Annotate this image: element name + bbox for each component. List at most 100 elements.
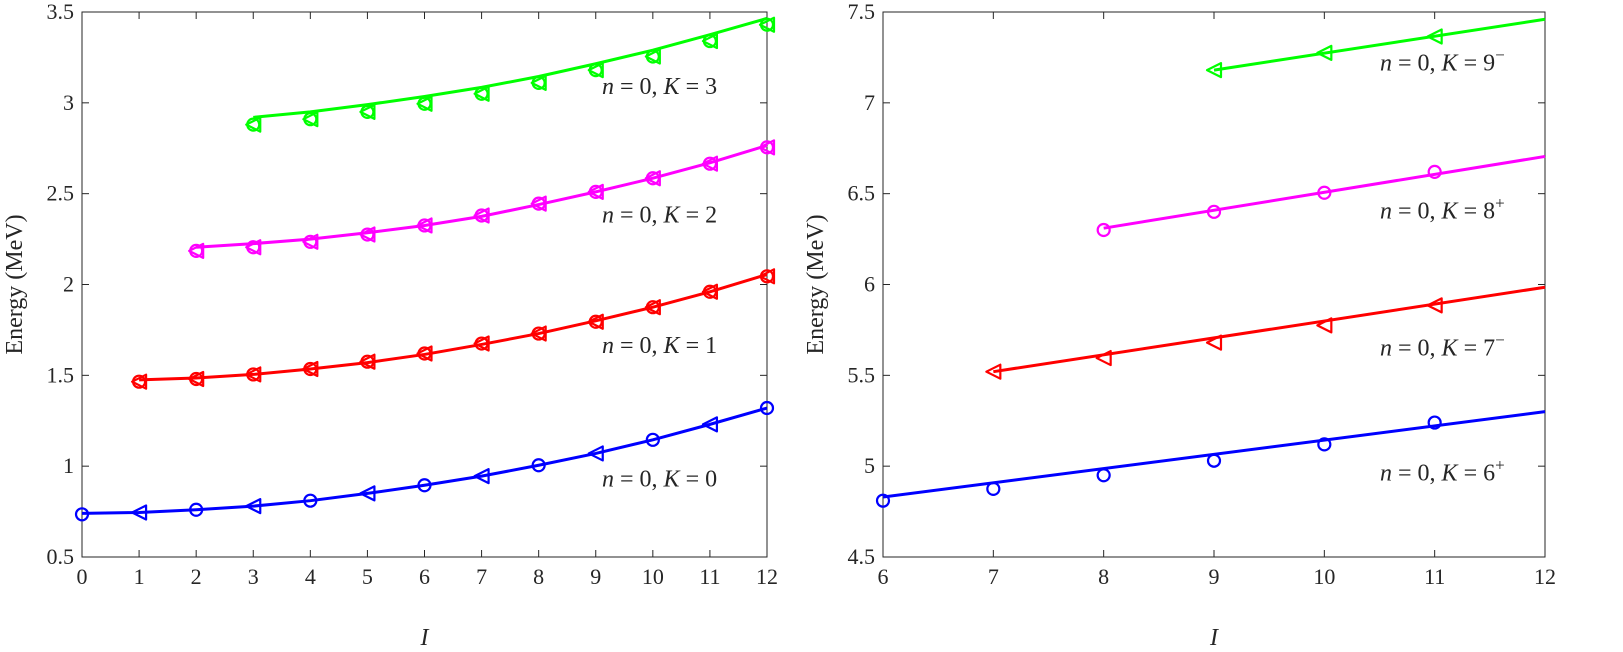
data-point-circle xyxy=(1206,204,1222,219)
y-tick-label: 7 xyxy=(864,90,875,115)
label-n_val: 0 xyxy=(1418,51,1430,77)
label-eq: = xyxy=(1464,198,1478,224)
y-tick-label: 2.5 xyxy=(47,181,75,206)
label-k_val: 1 xyxy=(705,333,717,359)
data-point-triangle xyxy=(1316,317,1333,334)
label-k_val: 3 xyxy=(705,74,717,100)
theory-line xyxy=(253,16,768,119)
x-tick-label: 8 xyxy=(533,564,544,589)
label-n: n xyxy=(1380,51,1392,77)
data-point-triangle xyxy=(587,62,604,79)
series-1: n = 0, K = 7− xyxy=(985,285,1546,380)
data-point-triangle xyxy=(188,242,205,259)
x-tick-label: 10 xyxy=(642,564,664,589)
data-point-triangle xyxy=(302,233,319,250)
label-n: n xyxy=(1380,460,1392,486)
series-3: n = 0, K = 3 xyxy=(245,16,776,133)
theory-line xyxy=(1103,154,1546,230)
label-eq: = xyxy=(1398,51,1412,77)
right-panel: 6 7 8 9 10 11 12 4.5 5 5.5 6 6.5 7 7.5 I Energy (MeV) n … xyxy=(803,0,1556,651)
x-tick-label: 4 xyxy=(305,564,316,589)
data-point-triangle xyxy=(644,299,661,316)
label-eq: = xyxy=(686,467,700,493)
theory-line xyxy=(993,285,1546,374)
x-tick-label: 2 xyxy=(191,564,202,589)
x-axis-label: I xyxy=(420,625,430,651)
data-point-triangle xyxy=(1426,297,1443,314)
data-point-circle xyxy=(1096,222,1111,238)
y-tick-label: 4.5 xyxy=(848,544,876,569)
label-eq: = xyxy=(1398,460,1412,486)
series-0: n = 0, K = 6+ xyxy=(875,410,1546,508)
data-point-circle xyxy=(1317,185,1332,200)
label-n_val: 0 xyxy=(640,467,652,493)
x-tick-label: 9 xyxy=(590,564,601,589)
label-k: K xyxy=(663,467,682,493)
data-point-triangle xyxy=(1205,334,1223,351)
theory-line xyxy=(139,273,768,382)
y-tick-label: 0.5 xyxy=(47,544,75,569)
data-point-triangle xyxy=(985,363,1002,380)
x-tick-label: 7 xyxy=(476,564,487,589)
series-label: n = 0, K = 6+ xyxy=(1380,455,1505,486)
data-point-triangle xyxy=(644,48,661,65)
series-label: n = 0, K = 1 xyxy=(602,333,717,359)
series-label: n = 0, K = 8+ xyxy=(1380,193,1505,224)
data-point-triangle xyxy=(130,504,148,521)
data-point-circle xyxy=(1317,437,1332,452)
label-n: n xyxy=(1380,198,1392,224)
data-point-triangle xyxy=(302,111,319,128)
y-tick-label: 5 xyxy=(864,453,875,478)
data-point-triangle xyxy=(359,103,376,121)
data-point-triangle xyxy=(473,335,490,352)
data-point-circle xyxy=(1206,453,1222,468)
series-2: n = 0, K = 2 xyxy=(188,139,776,259)
label-eq: = xyxy=(620,467,634,493)
data-point-circle xyxy=(1096,468,1111,483)
label-k: K xyxy=(1441,335,1460,361)
data-point-triangle xyxy=(359,353,376,370)
data-point-triangle xyxy=(587,445,604,462)
data-point-triangle xyxy=(758,268,776,285)
y-axis-label: Energy (MeV) xyxy=(803,214,829,354)
theory-line xyxy=(81,406,768,515)
series-2: n = 0, K = 8+ xyxy=(1096,154,1546,238)
label-eq: = xyxy=(620,202,634,228)
data-point-triangle xyxy=(530,74,547,91)
label-eq: = xyxy=(620,74,634,100)
label-n_val: 0 xyxy=(1418,198,1430,224)
label-k: K xyxy=(1441,51,1460,77)
data-point-triangle xyxy=(245,239,262,256)
label-sep: , xyxy=(1430,198,1442,224)
x-tick-label: 10 xyxy=(1313,564,1335,589)
data-point-triangle xyxy=(644,170,661,187)
data-point-circle xyxy=(875,493,891,508)
label-superscript: + xyxy=(1495,193,1505,212)
y-tick-label: 6.5 xyxy=(848,181,876,206)
data-point-triangle xyxy=(302,360,319,378)
label-sep: , xyxy=(1430,51,1442,77)
label-eq: = xyxy=(620,333,634,359)
label-sep: , xyxy=(1430,460,1442,486)
x-tick-label: 12 xyxy=(1534,564,1556,589)
y-tick-label: 1.5 xyxy=(47,362,75,387)
x-tick-label: 5 xyxy=(362,564,373,589)
label-k: K xyxy=(663,202,682,228)
data-point-triangle xyxy=(359,485,376,502)
label-n_val: 0 xyxy=(1418,335,1430,361)
data-point-triangle xyxy=(1205,62,1223,79)
x-tick-label: 11 xyxy=(699,564,720,589)
label-eq: = xyxy=(686,333,700,359)
data-point-triangle xyxy=(530,325,547,342)
label-n_val: 0 xyxy=(1418,460,1430,486)
label-sep: , xyxy=(652,467,664,493)
data-point-triangle xyxy=(416,95,433,112)
series-label: n = 0, K = 7− xyxy=(1380,330,1505,361)
label-n: n xyxy=(602,74,614,100)
label-eq: = xyxy=(1398,335,1412,361)
label-n_val: 0 xyxy=(640,74,652,100)
series-0: n = 0, K = 0 xyxy=(74,400,775,522)
label-k_val: 6 xyxy=(1483,460,1495,486)
y-tick-label: 6 xyxy=(864,272,875,297)
